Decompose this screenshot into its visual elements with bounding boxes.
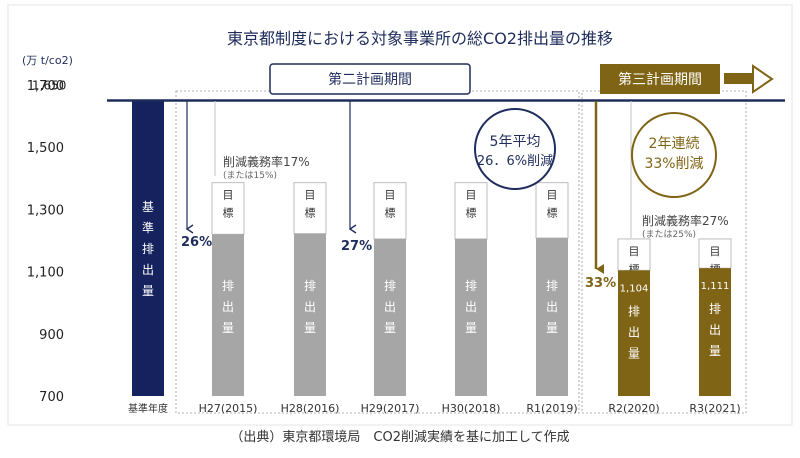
annotation-rate-17-sub: (または15%)	[223, 170, 277, 181]
target-label: 目標	[629, 245, 640, 276]
period3-arrow-head	[752, 64, 774, 94]
target-bar-segment	[698, 238, 732, 269]
baseline-bar-label: 基準排出量	[142, 200, 154, 298]
period2-label-box	[269, 63, 471, 95]
emission-bar	[455, 238, 487, 396]
x-tick-label: R3(2021)	[689, 402, 740, 415]
x-tick-label: H30(2018)	[442, 402, 501, 415]
source-note: （出典）東京都環境局 CO2削減実績を基に加工して作成	[230, 429, 569, 445]
emission-bar	[699, 268, 731, 396]
target-bar-segment	[535, 182, 569, 239]
y-tick-label: 1,100	[27, 266, 64, 281]
target-bar-segment	[454, 182, 488, 240]
x-tick-label: R2(2020)	[608, 402, 659, 415]
target-bar-segment	[617, 238, 651, 271]
y-tick-label: 1,300	[27, 203, 64, 218]
x-tick-label: H28(2016)	[281, 402, 340, 415]
y-tick-label: 700	[39, 390, 64, 405]
period3-arrow-shaft	[724, 73, 754, 84]
emission-label: 排出量	[222, 279, 234, 335]
x-tick-label: R1(2019)	[526, 402, 577, 415]
avg-callout-circle	[474, 108, 556, 190]
emission-label: 排出量	[465, 279, 477, 335]
annotation-rate-27: 削減義務率27%	[642, 213, 729, 228]
consecutive-callout-circle	[631, 112, 717, 198]
annotation-33: 33%	[585, 276, 616, 291]
emission-bar	[374, 238, 406, 396]
bar-value-label: 1,111	[701, 281, 730, 292]
baseline-bar	[132, 100, 164, 397]
chart-title: 東京都制度における対象事業所の総CO2排出量の推移	[227, 29, 613, 48]
y-tick-label: 900	[39, 328, 64, 343]
x-tick-label: H29(2017)	[361, 402, 420, 415]
period3-label: 第三計画期間	[618, 71, 702, 88]
avg-callout-line2: 26．6%削減	[477, 153, 553, 169]
target-label: 目標	[385, 189, 396, 220]
annotation-27: 27%	[341, 239, 372, 254]
target-bar-segment	[373, 182, 407, 240]
period2-label: 第二計画期間	[328, 71, 412, 88]
emission-bar	[618, 270, 650, 396]
annotation-rate-17: 削減義務率17%	[223, 154, 310, 169]
unit-label: (万 t/co2)	[22, 54, 73, 67]
bar-value-label: 1,104	[620, 283, 649, 294]
emission-label: 排出量	[384, 279, 396, 335]
x-tick-label-baseline: 基準年度	[128, 402, 168, 415]
target-bar-segment	[211, 182, 245, 235]
emission-label: 排出量	[628, 304, 640, 360]
avg-callout-line1: 5年平均	[490, 134, 541, 150]
emission-label: 排出量	[304, 279, 316, 335]
target-label: 目標	[305, 189, 316, 220]
emission-bar	[212, 234, 244, 396]
emission-label: 排出量	[546, 279, 558, 335]
target-label: 目標	[466, 189, 477, 220]
target-label: 目標	[223, 189, 234, 220]
x-tick-label: H27(2015)	[199, 402, 258, 415]
y-tick-label: 1,700	[27, 79, 64, 94]
emission-bar	[536, 238, 568, 396]
chart-frame	[7, 4, 793, 426]
annotation-rate-27-sub: (または25%)	[642, 229, 696, 240]
emission-label: 排出量	[709, 302, 721, 358]
y-tick-label: 1,500	[27, 141, 64, 156]
y-axis: 700 900 1,100 1,300 1,500 1,700	[27, 79, 64, 405]
annotation-26: 26%	[181, 235, 212, 250]
x-axis: 基準年度 H27(2015) H28(2016) H29(2017) H30(2018)…	[128, 402, 741, 415]
target-bar-segment	[293, 182, 327, 235]
consecutive-callout-line2: 33%削減	[644, 155, 703, 172]
period3-label-box	[600, 64, 720, 94]
target-label: 目標	[547, 189, 558, 220]
baseline-value-label: 1,650	[32, 79, 66, 93]
consecutive-callout-line1: 2年連続	[649, 135, 700, 152]
emission-bar	[294, 233, 326, 396]
